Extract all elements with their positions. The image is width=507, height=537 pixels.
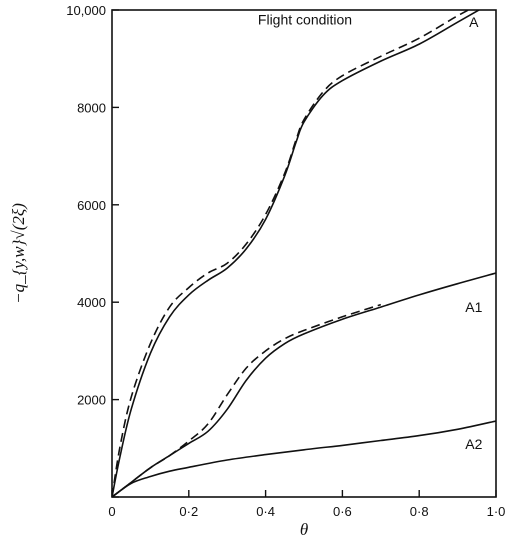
y-tick-label: 6000 xyxy=(77,198,106,213)
curves-layer xyxy=(112,10,496,497)
x-tick-label: 0·2 xyxy=(179,504,198,519)
tick-labels-layer: 0 0·2 0·4 0·6 0·8 1·0 2000 4000 6000 8000 10,000 xyxy=(66,3,505,519)
y-tick-label: 2000 xyxy=(77,393,106,408)
annotation-label: A xyxy=(469,14,479,30)
annotation-label: A2 xyxy=(465,436,482,452)
y-tick-label: 4000 xyxy=(77,295,106,310)
plot-frame xyxy=(111,9,497,498)
annotation-label: Flight condition xyxy=(258,12,352,28)
y-axis-title: −q_{y,w}√(2ξ) xyxy=(9,203,28,304)
y-tick-label: 8000 xyxy=(77,100,106,115)
annotations-layer: Flight condition A A1 A2 xyxy=(258,12,483,452)
x-tick-label: 0·8 xyxy=(410,504,429,519)
x-axis-title: θ xyxy=(300,520,308,537)
series-line-4 xyxy=(112,420,496,497)
annotation-label: A1 xyxy=(465,299,482,315)
y-tick-label: 10,000 xyxy=(66,3,106,18)
series-line-3 xyxy=(112,303,382,497)
x-tick-label: 0 xyxy=(108,504,115,519)
series-line-0 xyxy=(112,10,481,497)
x-tick-label: 0·6 xyxy=(333,504,352,519)
x-tick-label: 0·4 xyxy=(256,504,275,519)
series-line-1 xyxy=(112,10,470,497)
ticks-layer xyxy=(111,9,497,498)
x-tick-label: 1·0 xyxy=(487,504,506,519)
